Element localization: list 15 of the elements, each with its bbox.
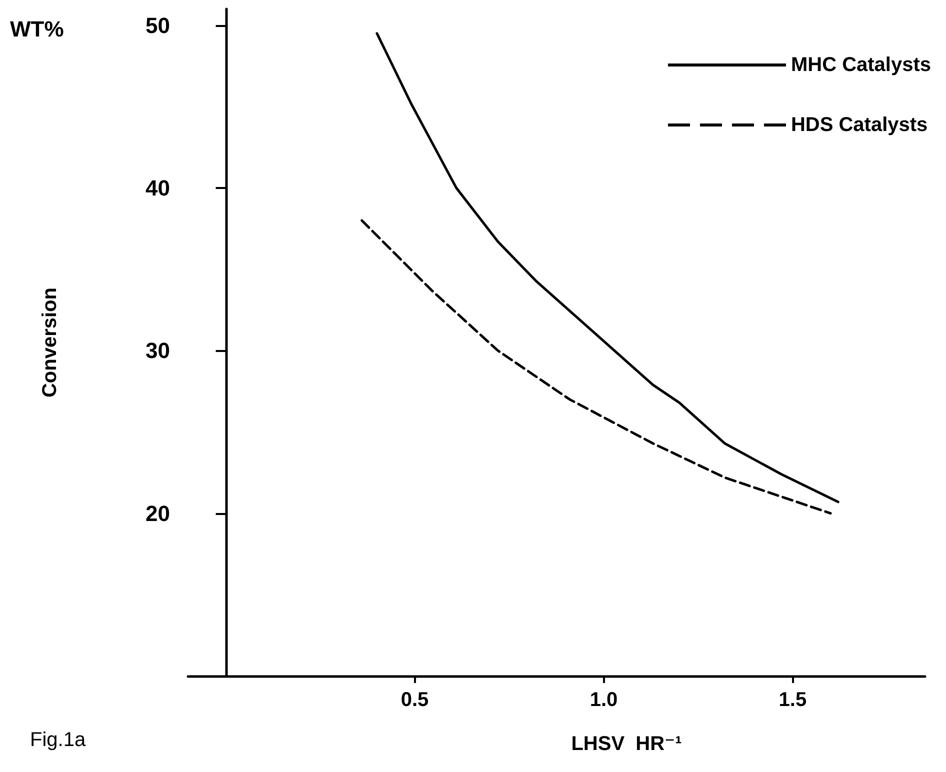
- x-tick-label: 1.0: [590, 689, 618, 711]
- y-tick-label: 50: [146, 12, 170, 38]
- legend-label: HDS Catalysts: [790, 114, 928, 136]
- y-tick-label: 20: [146, 500, 170, 526]
- y-axis-title: Conversion: [39, 287, 61, 398]
- text: WT%: [10, 16, 64, 42]
- legend-label: MHC Catalysts: [790, 54, 932, 76]
- x-tick-label: 0.5: [400, 689, 429, 711]
- line-series: [376, 32, 840, 504]
- x-tick-label: 1.5: [778, 689, 807, 711]
- line-series: [360, 219, 832, 515]
- x-axis-title: LHSV HR⁻¹: [571, 733, 682, 755]
- y-tick-label: 40: [146, 175, 170, 200]
- caption: Fig.1a: [30, 729, 86, 751]
- y-tick-label: 30: [146, 338, 170, 364]
